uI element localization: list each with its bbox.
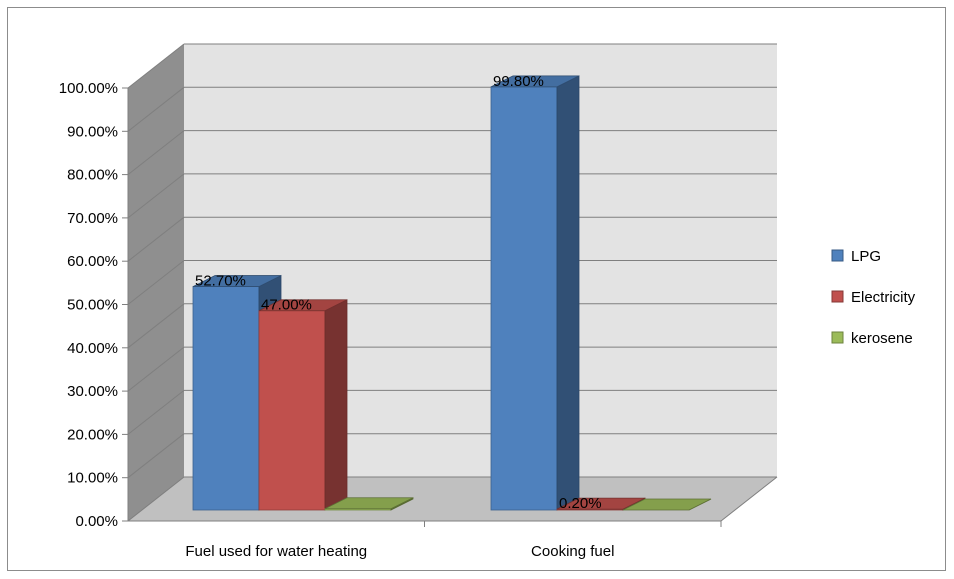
legend-swatch bbox=[831, 290, 844, 303]
data-labels: 52.70% 99.80% 47.00% 0.20% bbox=[195, 73, 602, 512]
y-tick-label: 90.00% bbox=[67, 123, 118, 140]
bar-front bbox=[192, 286, 260, 511]
y-tick-label: 80.00% bbox=[67, 167, 118, 184]
gridline-side bbox=[127, 43, 185, 89]
bar-front bbox=[490, 86, 558, 511]
axes bbox=[122, 87, 778, 527]
data-label: 0.20% bbox=[559, 495, 602, 512]
gridline-side bbox=[127, 433, 185, 479]
y-tick-label: 10.00% bbox=[67, 470, 118, 487]
bar-side bbox=[324, 299, 348, 511]
bar-electricity-1 bbox=[258, 299, 348, 511]
bar-top bbox=[556, 497, 646, 510]
gridline-side bbox=[127, 476, 185, 522]
gridline-side bbox=[127, 390, 185, 435]
gridline-side bbox=[127, 260, 185, 305]
legend-item-lpg: LPG bbox=[831, 248, 881, 265]
bar-top bbox=[258, 299, 348, 312]
bar-kerosene-1 bbox=[324, 497, 414, 511]
x-tick-label: Fuel used for water heating bbox=[185, 543, 367, 560]
bar-top bbox=[622, 498, 712, 511]
x-tick-labels: Fuel used for water heating Cooking fuel bbox=[185, 543, 614, 560]
gridline-side bbox=[127, 346, 185, 392]
y-tick-label: 100.00% bbox=[59, 80, 118, 97]
floor-edge bbox=[720, 476, 778, 522]
data-label: 52.70% bbox=[195, 273, 246, 290]
bar-top bbox=[192, 275, 282, 287]
gridline-side bbox=[127, 130, 185, 175]
x-tick-label: Cooking fuel bbox=[531, 543, 614, 560]
legend: LPG Electricity kerosene bbox=[831, 248, 916, 347]
data-label: 99.80% bbox=[493, 73, 544, 90]
bar-kerosene-2 bbox=[622, 498, 712, 511]
gridline-side bbox=[127, 216, 185, 262]
bar-top bbox=[490, 75, 580, 88]
data-label: 47.00% bbox=[261, 297, 312, 314]
gridline-side bbox=[127, 173, 185, 219]
y-tick-label: 20.00% bbox=[67, 426, 118, 443]
y-tick-label: 30.00% bbox=[67, 383, 118, 400]
bar-lpg-2 bbox=[490, 75, 580, 511]
bar-front bbox=[258, 310, 326, 511]
bar-side bbox=[556, 75, 580, 511]
gridline-side bbox=[127, 303, 185, 349]
bar-top bbox=[324, 497, 414, 510]
legend-label: LPG bbox=[851, 248, 881, 265]
legend-item-kerosene: kerosene bbox=[831, 330, 913, 347]
legend-item-electricity: Electricity bbox=[831, 289, 916, 306]
y-tick-label: 70.00% bbox=[67, 210, 118, 227]
legend-label: kerosene bbox=[851, 330, 913, 347]
y-tick-label: 50.00% bbox=[67, 297, 118, 314]
y-tick-label: 0.00% bbox=[75, 513, 118, 530]
legend-swatch bbox=[831, 331, 844, 344]
legend-swatch bbox=[831, 249, 844, 262]
bars bbox=[192, 75, 712, 511]
gridline-side bbox=[127, 86, 185, 132]
y-tick-labels: 0.00% 10.00% 20.00% 30.00% 40.00% 50.00% 60.00… bbox=[59, 80, 118, 530]
legend-label: Electricity bbox=[851, 289, 916, 306]
y-tick-label: 40.00% bbox=[67, 340, 118, 357]
y-tick-label: 60.00% bbox=[67, 253, 118, 270]
